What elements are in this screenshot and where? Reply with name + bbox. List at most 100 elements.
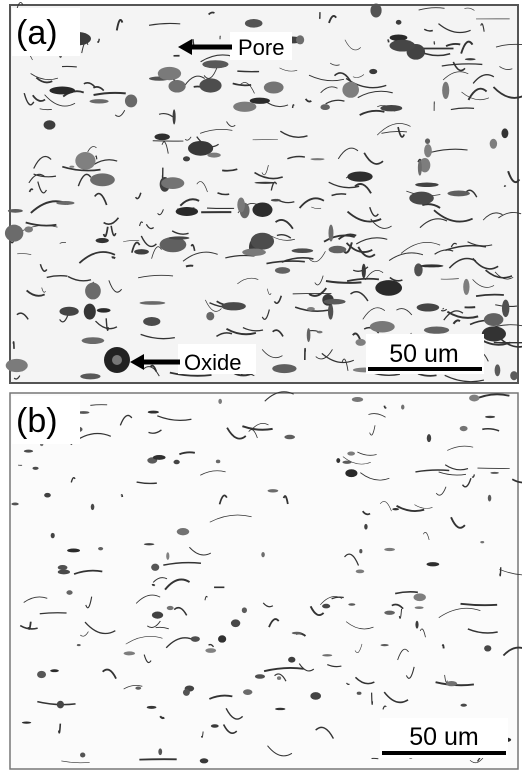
pore xyxy=(328,245,347,254)
grain-boundary xyxy=(272,329,284,337)
pore xyxy=(90,173,115,187)
grain-boundary xyxy=(242,425,273,431)
grain-boundary xyxy=(502,646,522,657)
grain-boundary xyxy=(333,72,353,85)
pore xyxy=(80,752,86,758)
pore xyxy=(81,337,105,344)
grain-boundary xyxy=(461,477,472,488)
grain-boundary xyxy=(92,159,118,166)
pore xyxy=(89,99,109,104)
pore xyxy=(345,469,358,478)
pore xyxy=(241,607,247,614)
grain-boundary xyxy=(251,422,269,430)
grain-boundary xyxy=(389,276,403,282)
pore xyxy=(459,425,468,432)
texture xyxy=(11,391,522,764)
pore xyxy=(347,171,373,182)
pore xyxy=(207,152,221,158)
grain-boundary xyxy=(204,595,208,601)
grain-boundary xyxy=(363,152,384,165)
pore xyxy=(233,101,257,112)
pore xyxy=(489,138,498,149)
pore xyxy=(414,263,423,277)
grain-boundary xyxy=(311,206,322,209)
grain-boundary xyxy=(148,429,162,434)
grain-boundary xyxy=(33,155,52,169)
pore xyxy=(310,158,325,161)
grain-boundary xyxy=(398,608,403,619)
pore xyxy=(322,654,333,657)
grain-boundary xyxy=(279,67,298,72)
grain-boundary xyxy=(357,451,377,456)
grain-boundary xyxy=(482,427,500,432)
grain-boundary xyxy=(145,223,155,230)
grain-boundary xyxy=(276,234,292,239)
pore xyxy=(182,688,190,696)
grain-boundary xyxy=(461,91,490,101)
pore xyxy=(375,280,403,296)
grain-boundary xyxy=(482,212,503,221)
grain-boundary xyxy=(352,332,362,341)
grain-boundary xyxy=(261,349,283,359)
grain-boundary xyxy=(359,109,385,116)
grain-boundary xyxy=(267,288,272,295)
pore xyxy=(98,546,104,551)
grain-boundary xyxy=(309,605,325,617)
pore xyxy=(306,328,311,343)
grain-boundary xyxy=(387,39,390,43)
pore xyxy=(445,681,458,687)
pore xyxy=(151,611,164,619)
pore xyxy=(221,302,246,311)
pore xyxy=(369,68,378,75)
grain-boundary xyxy=(164,578,191,591)
grain-boundary xyxy=(308,287,328,297)
pore xyxy=(50,532,55,539)
pore xyxy=(322,603,331,609)
grain-boundary xyxy=(216,332,233,338)
pore xyxy=(254,181,277,184)
grain-boundary xyxy=(204,299,222,312)
grain-boundary xyxy=(327,664,342,668)
grain-boundary xyxy=(157,415,192,422)
pore xyxy=(242,248,266,256)
grain-boundary xyxy=(364,270,384,281)
pore xyxy=(249,97,270,104)
grain-boundary xyxy=(111,256,116,260)
grain-boundary xyxy=(92,281,95,284)
grain-boundary xyxy=(80,631,89,637)
grain-boundary xyxy=(23,92,35,106)
pore xyxy=(291,631,302,635)
grain-boundary xyxy=(115,18,124,31)
grain-boundary xyxy=(93,91,126,96)
grain-boundary xyxy=(102,668,117,679)
pore xyxy=(146,705,157,709)
pore xyxy=(384,610,395,615)
grain-boundary xyxy=(274,673,287,682)
grain-boundary xyxy=(159,715,165,720)
grain-boundary xyxy=(379,501,392,512)
pore xyxy=(95,238,109,244)
grain-boundary xyxy=(452,61,466,72)
grain-boundary xyxy=(152,577,168,583)
pore xyxy=(24,226,33,233)
pore xyxy=(460,703,467,707)
oxide-core xyxy=(112,355,122,365)
pore xyxy=(395,19,402,25)
pore xyxy=(67,548,81,553)
grain-boundary xyxy=(507,170,521,184)
grain-boundary xyxy=(511,478,522,484)
grain-boundary xyxy=(46,275,68,279)
pore xyxy=(423,326,450,334)
grain-boundary xyxy=(357,90,393,99)
pore xyxy=(275,707,286,711)
grain-boundary xyxy=(342,456,371,465)
grain-boundary xyxy=(472,74,495,84)
grain-boundary xyxy=(27,621,32,630)
grain-boundary xyxy=(304,98,312,103)
grain-boundary xyxy=(443,310,464,321)
grain-boundary xyxy=(344,553,360,566)
pore xyxy=(284,434,296,440)
grain-boundary xyxy=(415,469,450,473)
grain-boundary xyxy=(309,251,326,263)
grain-boundary xyxy=(96,38,100,43)
